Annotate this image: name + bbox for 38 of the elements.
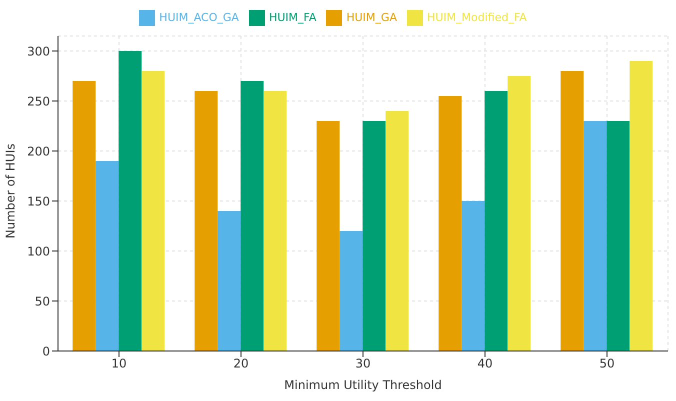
bar (72, 81, 96, 351)
bar (508, 76, 531, 351)
x-axis-title: Minimum Utility Threshold (284, 378, 442, 392)
bar (218, 211, 241, 351)
bar (438, 96, 462, 351)
bar (386, 111, 409, 351)
legend-label: HUIM_FA (268, 11, 316, 24)
legend-label: HUIM_ACO_GA (159, 11, 239, 24)
bar (584, 121, 607, 351)
y-tick-label: 150 (27, 194, 50, 208)
x-tick-label: 20 (233, 356, 249, 371)
y-tick-label: 0 (42, 344, 50, 358)
legend-label: HUIM_Modified_FA (426, 11, 527, 24)
bar (630, 61, 653, 351)
y-axis-title: Number of HUIs (3, 144, 18, 238)
bar (118, 51, 142, 351)
y-tick-label: 250 (27, 94, 50, 108)
bar (264, 91, 287, 351)
y-tick-label: 300 (27, 44, 50, 58)
bar (560, 71, 584, 351)
bar (484, 91, 508, 351)
bar (142, 71, 165, 351)
y-tick-label: 50 (34, 294, 50, 308)
bar (96, 161, 119, 351)
x-tick-label: 50 (599, 356, 615, 371)
y-tick-label: 200 (27, 144, 50, 158)
x-tick-label: 40 (477, 356, 493, 371)
bar (606, 121, 630, 351)
bar (462, 201, 485, 351)
x-tick-label: 30 (355, 356, 371, 371)
bar (340, 231, 363, 351)
x-tick-label: 10 (111, 356, 127, 371)
legend-label: HUIM_GA (346, 11, 397, 24)
y-tick-label: 100 (27, 244, 50, 258)
bar (362, 121, 386, 351)
bar (316, 121, 340, 351)
bar (240, 81, 264, 351)
bar (194, 91, 218, 351)
